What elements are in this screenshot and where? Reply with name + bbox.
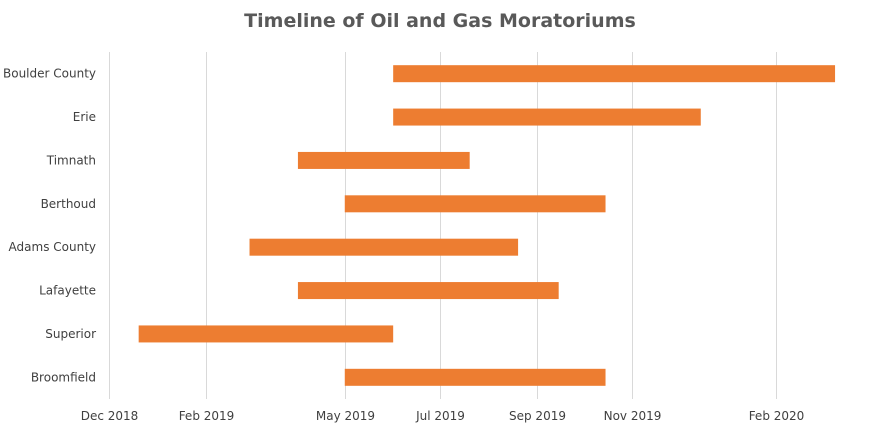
category-label: Boulder County (3, 67, 96, 81)
x-tick-label: Dec 2018 (81, 409, 139, 423)
moratorium-bar (297, 282, 559, 300)
moratorium-bar (393, 108, 701, 126)
moratorium-bar (249, 238, 519, 256)
category-label: Adams County (9, 240, 96, 254)
x-tick-label: May 2019 (316, 409, 375, 423)
category-label: Broomfield (31, 370, 96, 384)
category-label: Lafayette (39, 284, 96, 298)
chart-title: Timeline of Oil and Gas Moratoriums (244, 10, 636, 32)
category-labels: Boulder County Erie Timnath Berthoud Adams C… (3, 67, 96, 385)
x-tick-label: Jul 2019 (415, 409, 465, 423)
moratorium-bar (138, 325, 394, 343)
x-tick-label: Nov 2019 (604, 409, 662, 423)
bar-layer (138, 65, 836, 386)
x-axis-tick-labels: Dec 2018 Feb 2019 May 2019 Jul 2019 Sep 2019… (81, 409, 805, 423)
category-label: Superior (45, 327, 96, 341)
x-tick-label: Feb 2020 (749, 409, 805, 423)
moratorium-bar (344, 195, 606, 213)
moratorium-bar (297, 151, 470, 169)
category-label: Timnath (46, 153, 96, 167)
grid-layer (109, 52, 777, 399)
x-tick-label: Sep 2019 (509, 409, 566, 423)
category-label: Berthoud (41, 197, 96, 211)
moratorium-bar (393, 65, 836, 83)
x-tick-label: Feb 2019 (179, 409, 235, 423)
moratorium-bar (344, 368, 606, 386)
category-label: Erie (73, 110, 96, 124)
